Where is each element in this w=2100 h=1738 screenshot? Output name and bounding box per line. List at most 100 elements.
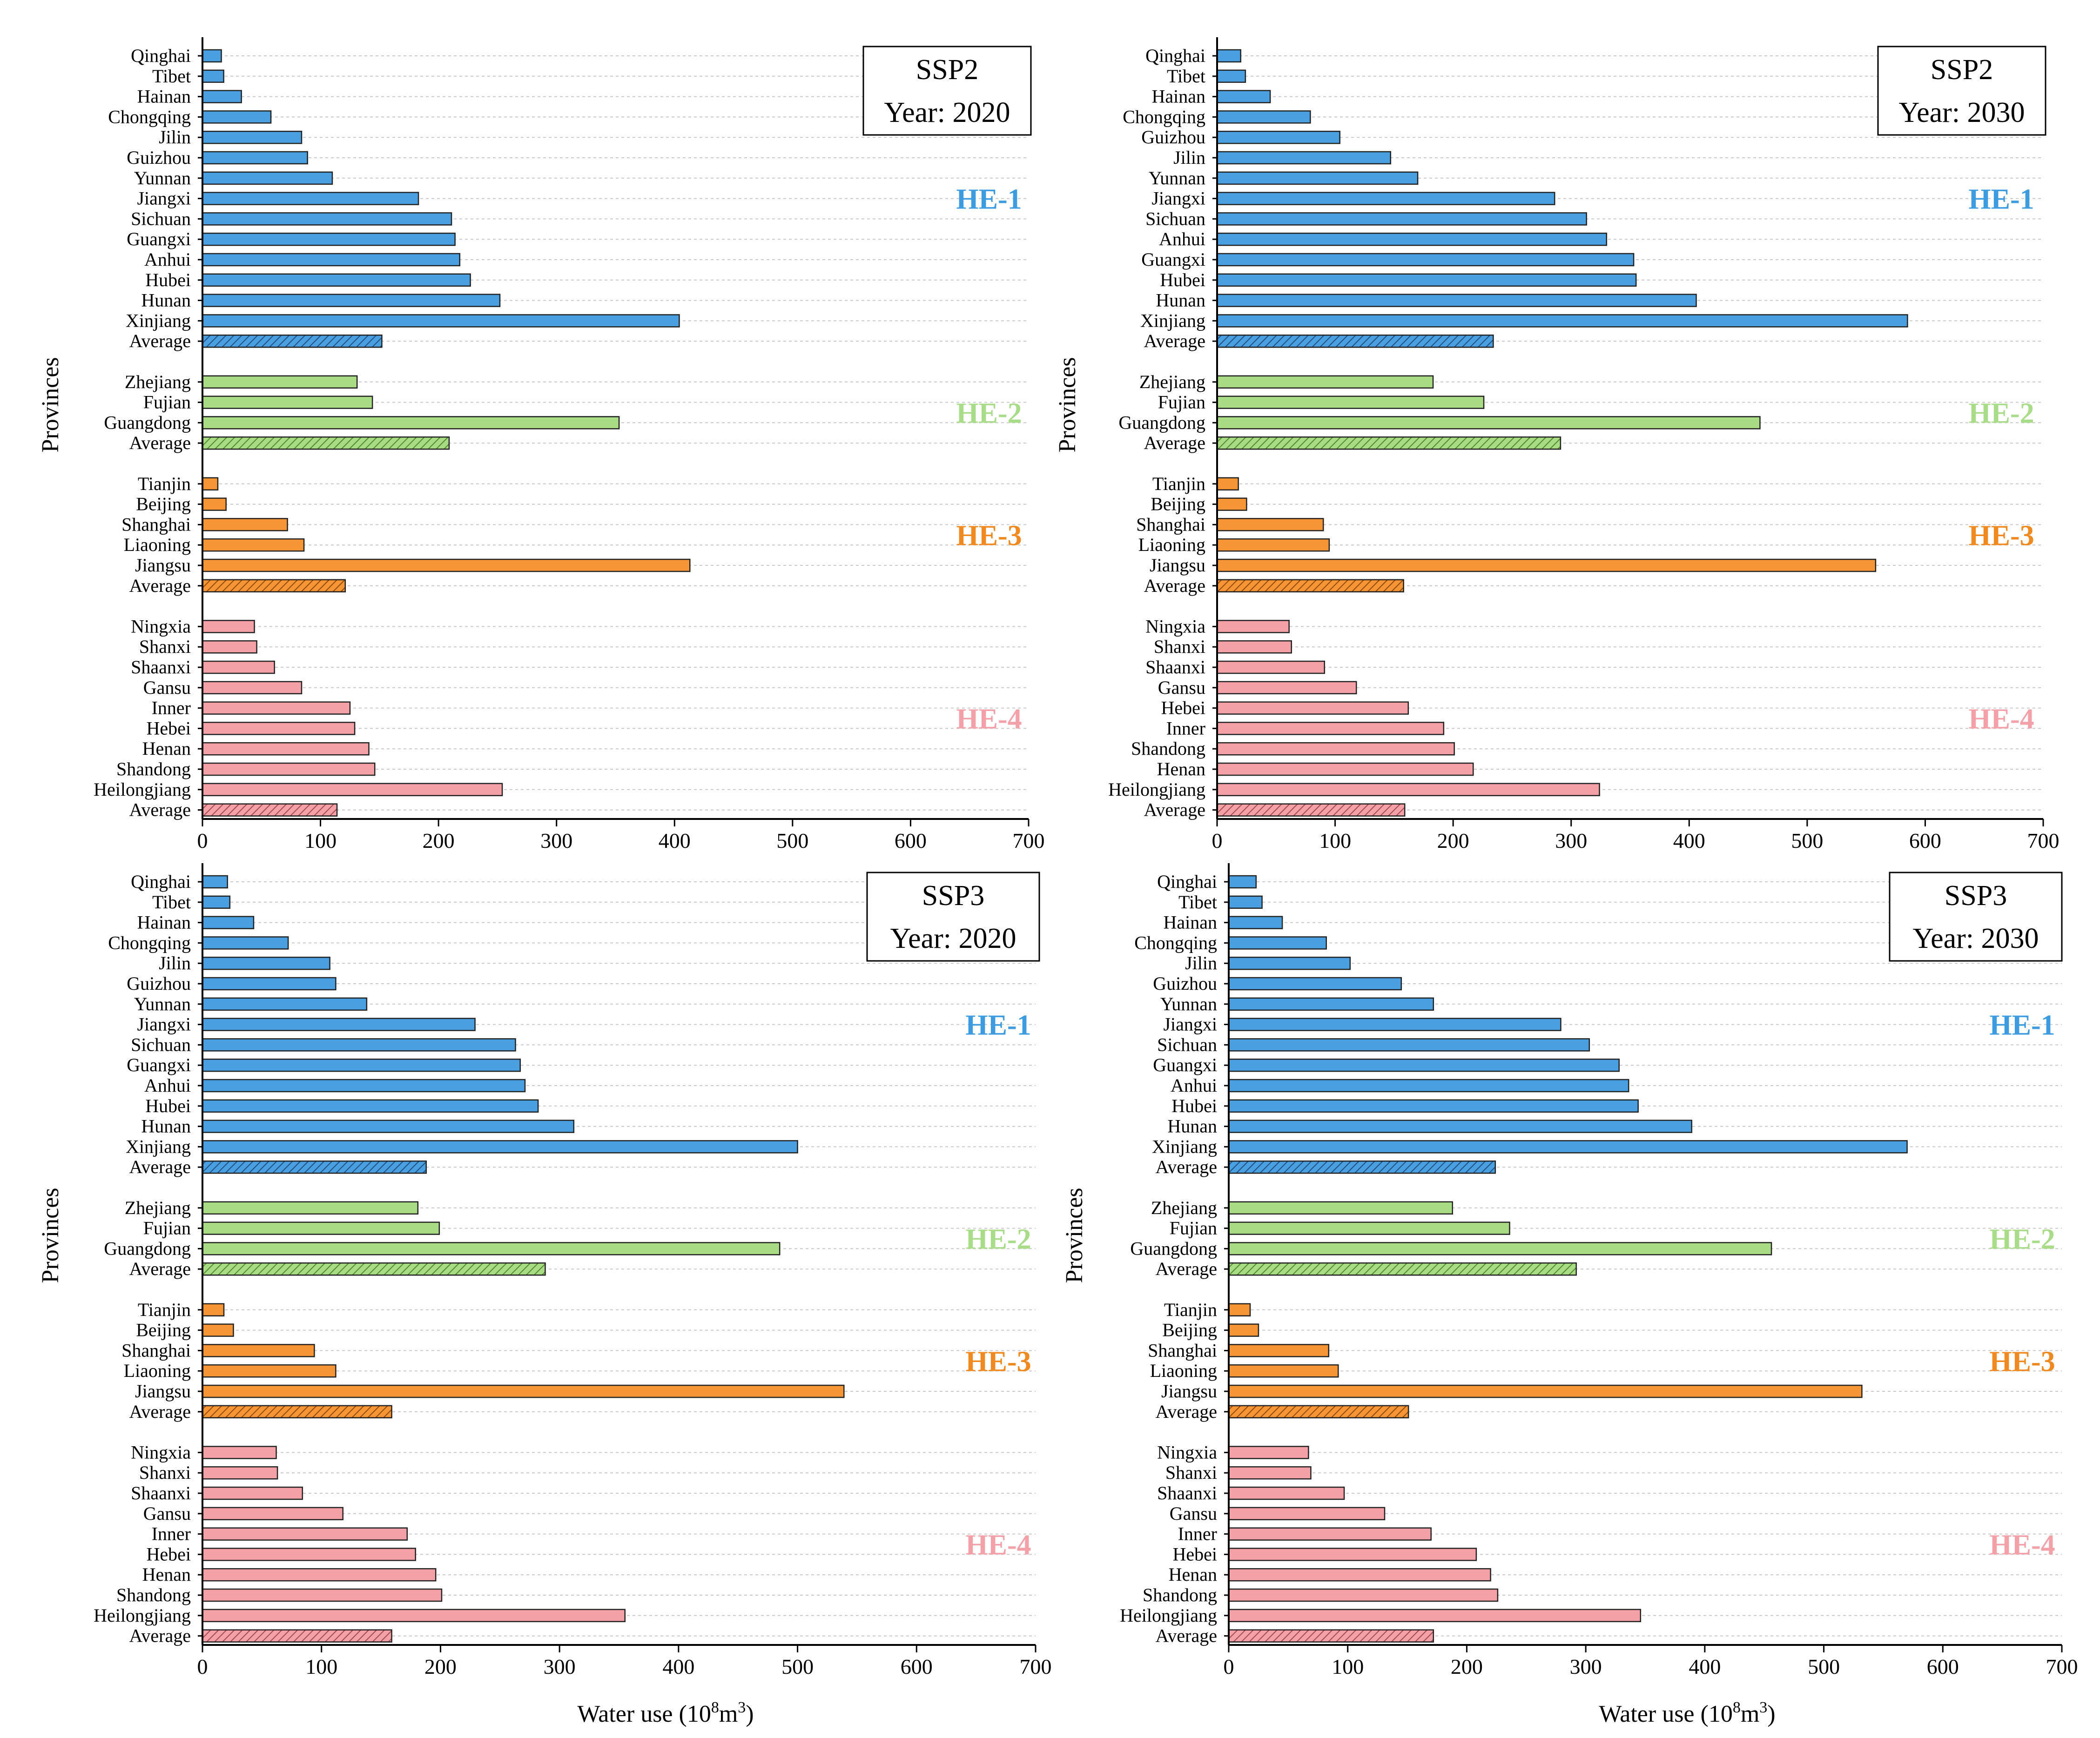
province-label-zhejiang: Zhejiang <box>1151 1197 1217 1218</box>
province-label-tibet: Tibet <box>1167 66 1205 87</box>
bar-he-3-beijing <box>1216 497 1247 511</box>
panel-grid <box>202 881 1036 1637</box>
bar-he-4-ningxia <box>202 1446 277 1459</box>
province-label-jilin: Jilin <box>1173 147 1205 168</box>
bar-he-4-shaanxi <box>202 1486 303 1500</box>
x-tick-label: 100 <box>305 1655 337 1678</box>
bar-he-3-liaoning <box>1228 1364 1339 1378</box>
province-label-guizhou: Guizhou <box>1153 973 1217 994</box>
bar-he-2-guangdong <box>202 416 620 429</box>
bar-he-3-liaoning <box>202 1364 337 1378</box>
bar-he-2-guangdong <box>1216 416 1761 429</box>
group-label-he-4: HE-4 <box>1968 704 2034 735</box>
x-tick-label: 500 <box>776 829 808 852</box>
province-label-guangdong: Guangdong <box>104 412 191 433</box>
bar-he-1-anhui <box>1228 1079 1629 1093</box>
province-label-tianjin: Tianjin <box>138 473 191 494</box>
province-label-jilin: Jilin <box>159 953 191 973</box>
bar-he-3-liaoning <box>202 538 305 552</box>
province-label-average: Average <box>129 1625 191 1646</box>
scenario-box <box>866 872 1040 962</box>
bar-he-3-jiangsu <box>1228 1384 1863 1398</box>
bar-he-4-shaanxi <box>1228 1486 1345 1500</box>
province-label-henan: Henan <box>142 738 191 759</box>
bar-he-4-shandong <box>1216 742 1455 756</box>
scenario-box <box>862 46 1032 136</box>
scenario-box <box>1877 46 2046 136</box>
bar-he-2-average <box>202 436 450 450</box>
panel-bars <box>202 49 691 817</box>
province-label-tibet: Tibet <box>152 892 191 913</box>
bar-he-1-yunnan <box>1228 997 1434 1011</box>
group-label-he-3: HE-3 <box>965 1346 1031 1377</box>
province-label-sichuan: Sichuan <box>131 1034 191 1055</box>
province-label-shanxi: Shanxi <box>139 1462 191 1483</box>
bar-he-2-fujian <box>202 1221 440 1235</box>
bar-he-3-jiangsu <box>202 1384 845 1398</box>
bar-he-3-jiangsu <box>202 558 691 572</box>
x-tick-label: 0 <box>197 829 208 852</box>
bar-he-1-sichuan <box>1216 212 1587 226</box>
year-label: Year: 2020 <box>890 923 1016 954</box>
panel-province-labels: QinghaiTibetHainanChongqingJilinGuizhouY… <box>94 871 191 1646</box>
panel-province-labels: QinghaiTibetHainanChongqingJilinGuizhouY… <box>1120 871 1217 1646</box>
bar-he-1-sichuan <box>202 212 452 226</box>
group-label-he-2: HE-2 <box>1968 398 2034 429</box>
bar-he-2-zhejiang <box>202 1201 419 1215</box>
bar-he-3-tianjin <box>202 1303 225 1317</box>
group-label-he-4: HE-4 <box>956 704 1022 735</box>
panel-group-labels: HE-1 HE-2 HE-3 HE-4 <box>956 184 1022 735</box>
province-label-sichuan: Sichuan <box>1157 1034 1217 1055</box>
bar-he-2-fujian <box>1216 396 1485 409</box>
province-label-shandong: Shandong <box>1143 1584 1217 1605</box>
province-label-qinghai: Qinghai <box>1145 45 1205 66</box>
bar-he-1-anhui <box>202 1079 526 1093</box>
bar-he-1-chongqing <box>1216 110 1311 124</box>
bar-he-3-jiangsu <box>1216 558 1877 572</box>
x-tick-label: 100 <box>304 829 337 852</box>
x-tick-label: 0 <box>1224 1655 1234 1678</box>
x-axis-title: Water use (108m3) <box>1599 1699 1775 1727</box>
province-label-average: Average <box>1144 575 1206 596</box>
bar-he-4-average <box>202 1629 392 1643</box>
province-label-ningxia: Ningxia <box>1157 1442 1217 1463</box>
bar-he-1-hubei <box>202 273 471 287</box>
bar-he-4-gansu <box>1216 681 1357 695</box>
bar-he-1-hainan <box>202 916 255 929</box>
bar-he-4-shaanxi <box>1216 660 1325 674</box>
bar-he-4-hebei <box>1228 1548 1477 1561</box>
province-label-hebei: Hebei <box>1161 698 1205 718</box>
bar-he-4-inner <box>202 701 351 715</box>
x-tick-label: 200 <box>424 1655 457 1678</box>
x-tick-label: 500 <box>1791 829 1823 852</box>
y-axis-title: Provinces <box>1061 1188 1088 1283</box>
bar-he-1-hubei <box>1228 1099 1639 1113</box>
bar-he-4-inner <box>1228 1527 1432 1541</box>
province-label-jilin: Jilin <box>1185 953 1217 973</box>
province-label-hubei: Hubei <box>145 269 191 290</box>
province-label-zhejiang: Zhejiang <box>125 371 191 392</box>
bar-he-3-average <box>202 579 346 593</box>
province-label-hainan: Hainan <box>137 912 191 933</box>
group-label-he-4: HE-4 <box>1989 1530 2055 1561</box>
panel-bars <box>202 875 845 1643</box>
bar-he-2-zhejiang <box>202 375 358 389</box>
province-label-guizhou: Guizhou <box>127 973 191 994</box>
province-label-chongqing: Chongqing <box>1134 932 1217 953</box>
province-label-sichuan: Sichuan <box>1145 208 1205 229</box>
bar-he-3-beijing <box>1228 1323 1259 1337</box>
province-label-hunan: Hunan <box>1167 1116 1217 1137</box>
bar-he-4-shandong <box>202 762 376 776</box>
bar-he-1-guizhou <box>202 977 337 991</box>
province-label-shanghai: Shanghai <box>1148 1340 1217 1361</box>
x-tick-label: 400 <box>659 829 691 852</box>
group-label-he-3: HE-3 <box>956 520 1022 551</box>
province-label-qinghai: Qinghai <box>131 45 191 66</box>
province-label-hunan: Hunan <box>141 290 191 311</box>
province-label-shandong: Shandong <box>116 1584 191 1605</box>
province-label-shanghai: Shanghai <box>121 514 191 535</box>
bar-he-1-guangxi <box>1216 253 1635 267</box>
x-tick-label: 400 <box>1689 1655 1721 1678</box>
x-tick-label: 600 <box>1909 829 1941 852</box>
panel-axes <box>198 37 1030 826</box>
